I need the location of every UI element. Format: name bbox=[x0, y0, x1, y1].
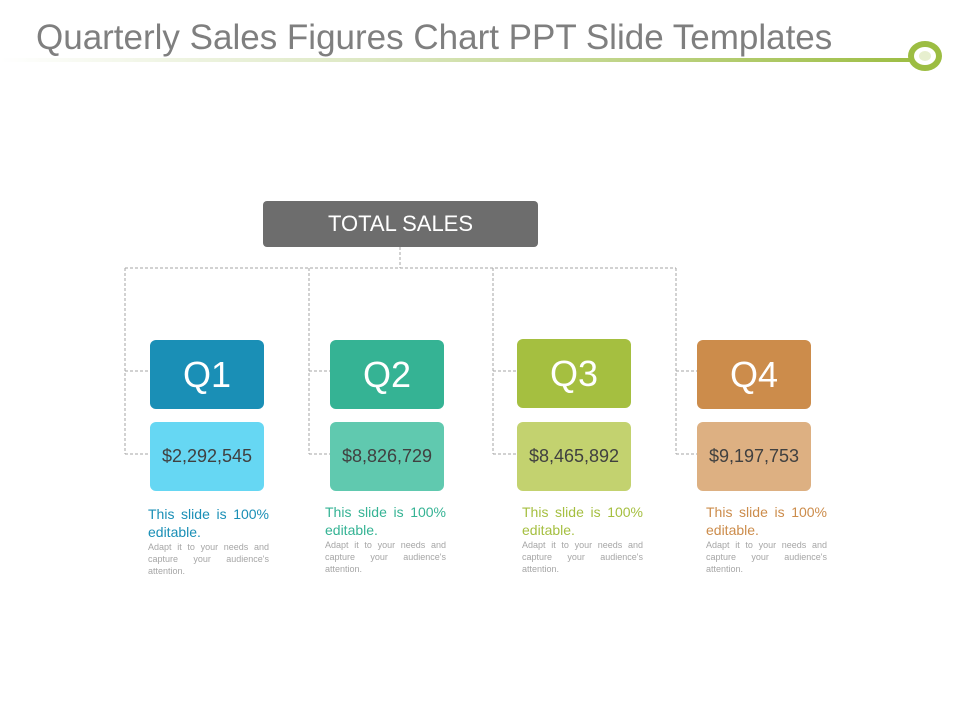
quarter-value: $2,292,545 bbox=[161, 446, 253, 466]
slide-title: Quarterly Sales Figures Chart PPT Slide … bbox=[36, 18, 833, 57]
quarter-description-q3: This slide is 100% editable. Adapt it to… bbox=[522, 503, 643, 575]
quarter-description-q2: This slide is 100% editable. Adapt it to… bbox=[325, 503, 446, 575]
description-body: Adapt it to your needs and capture your … bbox=[706, 540, 827, 574]
quarter-box-q1: Q1 bbox=[150, 340, 264, 409]
quarter-value-box-q2: $8,826,729 bbox=[330, 422, 444, 491]
quarter-label: Q3 bbox=[549, 352, 599, 394]
total-sales-label: TOTAL SALES bbox=[327, 211, 474, 236]
description-body: Adapt it to your needs and capture your … bbox=[522, 540, 643, 574]
quarter-value-box-q1: $2,292,545 bbox=[150, 422, 264, 491]
quarter-box-q2: Q2 bbox=[330, 340, 444, 409]
quarter-value-box-q4: $9,197,753 bbox=[697, 422, 811, 491]
quarter-value: $8,465,892 bbox=[528, 446, 620, 466]
quarter-label: Q4 bbox=[729, 353, 779, 395]
quarter-box-q3: Q3 bbox=[517, 339, 631, 408]
quarter-description-q4: This slide is 100% editable. Adapt it to… bbox=[706, 503, 827, 575]
description-headline: This slide is 100% editable. bbox=[706, 504, 827, 538]
quarter-label: Q1 bbox=[182, 353, 232, 395]
quarter-value-box-q3: $8,465,892 bbox=[517, 422, 631, 491]
title-underline bbox=[0, 58, 920, 62]
quarter-value: $9,197,753 bbox=[708, 446, 800, 466]
quarter-box-q4: Q4 bbox=[697, 340, 811, 409]
total-sales-box: TOTAL SALES bbox=[263, 201, 538, 247]
description-body: Adapt it to your needs and capture your … bbox=[325, 540, 446, 574]
quarter-description-q1: This slide is 100% editable. Adapt it to… bbox=[148, 505, 269, 577]
quarter-label: Q2 bbox=[362, 353, 412, 395]
description-headline: This slide is 100% editable. bbox=[148, 506, 269, 540]
ring-ornament-icon bbox=[908, 41, 942, 71]
description-headline: This slide is 100% editable. bbox=[325, 504, 446, 538]
quarter-value: $8,826,729 bbox=[341, 446, 433, 466]
description-body: Adapt it to your needs and capture your … bbox=[148, 542, 269, 576]
description-headline: This slide is 100% editable. bbox=[522, 504, 643, 538]
